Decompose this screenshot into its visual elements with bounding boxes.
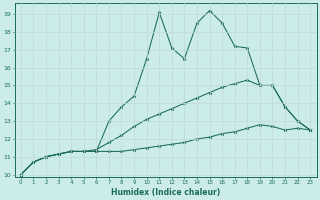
X-axis label: Humidex (Indice chaleur): Humidex (Indice chaleur) <box>111 188 220 197</box>
